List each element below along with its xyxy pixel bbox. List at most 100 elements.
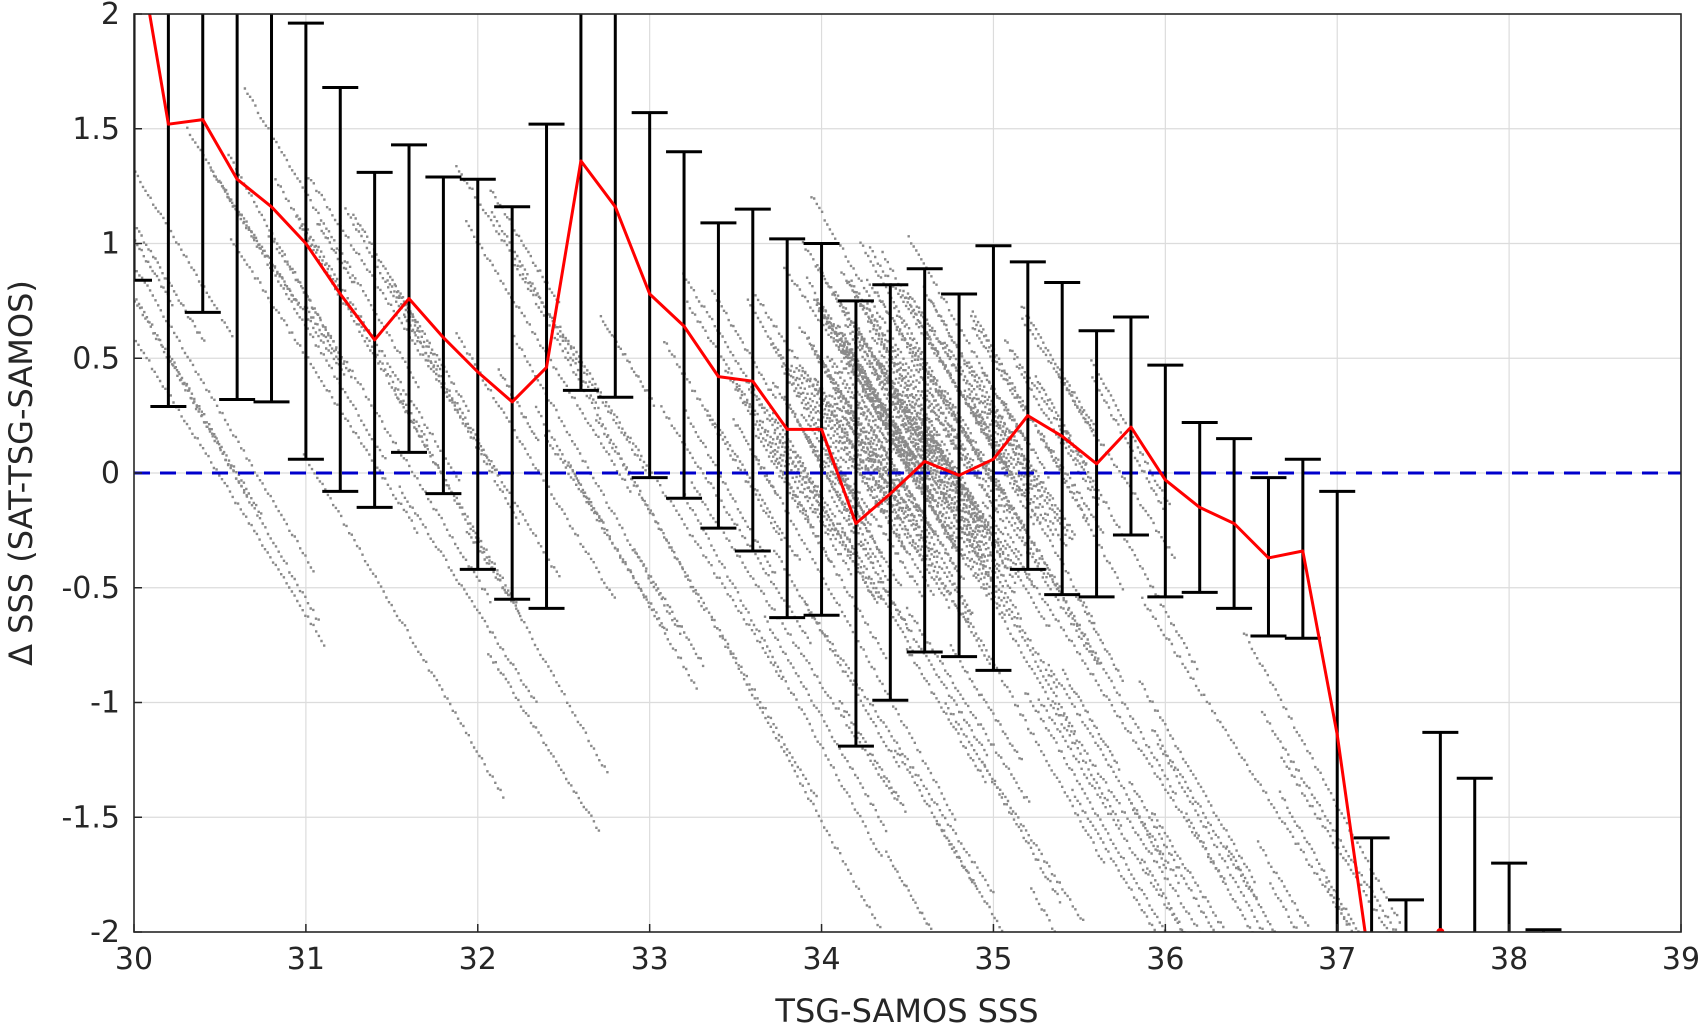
- scatter-streak: [937, 486, 1076, 733]
- x-tick-label: 39: [1662, 942, 1700, 977]
- scatter-streak: [168, 355, 263, 515]
- scatter-streak: [936, 443, 1005, 555]
- scatter-streak: [307, 177, 499, 477]
- y-tick-label: 1: [101, 227, 120, 262]
- scatter-streak: [773, 431, 883, 600]
- scatter-streak: [963, 389, 1055, 536]
- scatter-streak: [1037, 698, 1185, 932]
- scatter-streak: [828, 489, 909, 630]
- scatter-streak: [833, 397, 900, 512]
- scatter-streak: [815, 303, 926, 474]
- error-bar: [1044, 281, 1081, 597]
- scatter-streak: [398, 485, 538, 703]
- scatter-streak: [1141, 596, 1351, 926]
- scatter-streak: [773, 549, 901, 768]
- scatter-streak: [513, 264, 706, 611]
- scatter-streak: [816, 264, 927, 464]
- scatter-streak: [834, 290, 985, 556]
- error-bar: [1422, 730, 1459, 932]
- scatter-streak: [1061, 668, 1121, 771]
- mean-series-point: [1436, 928, 1445, 932]
- y-tick-label: 1.5: [72, 112, 120, 147]
- scatter-streak: [887, 408, 1006, 616]
- scatter-streak: [877, 580, 989, 757]
- scatter-streak: [800, 413, 851, 495]
- error-bar: [597, 14, 634, 399]
- scatter-streak: [935, 822, 1004, 932]
- scatter-streak: [971, 327, 1025, 412]
- scatter-streak: [497, 368, 540, 442]
- scatter-streak: [795, 367, 908, 553]
- x-tick-label: 36: [1146, 942, 1184, 977]
- error-bar: [1525, 928, 1562, 932]
- scatter-streak: [891, 442, 964, 557]
- scatter-streak: [595, 419, 818, 798]
- scatter-streak: [1138, 680, 1256, 884]
- scatter-streak: [811, 347, 939, 558]
- scatter-streak: [901, 419, 1022, 620]
- scatter-streak: [814, 378, 859, 452]
- error-bar: [1491, 861, 1528, 932]
- scatter-streak: [1140, 858, 1186, 932]
- x-tick-label: 33: [631, 942, 669, 977]
- scatter-streak: [981, 760, 1062, 904]
- scatter-streak: [831, 470, 883, 558]
- scatter-streak: [868, 246, 1008, 469]
- y-tick-label: 2: [101, 0, 120, 32]
- scatter-streak: [134, 239, 174, 307]
- scatter-streak: [905, 606, 1031, 803]
- x-tick-label: 38: [1490, 942, 1528, 977]
- scatter-streak: [817, 309, 910, 465]
- scatter-streak: [298, 226, 518, 604]
- scatter-streak: [134, 339, 326, 647]
- scatter-streak: [964, 611, 1106, 864]
- scatter-streak: [838, 325, 942, 514]
- scatter-streak: [922, 285, 1032, 486]
- scatter-streak: [344, 207, 520, 525]
- scatter-streak: [394, 393, 609, 774]
- scatter-streak: [267, 235, 492, 604]
- scatter-streak: [684, 409, 777, 574]
- scatter-streak: [885, 850, 933, 930]
- scatter-streak: [1004, 339, 1088, 465]
- scatter-streak: [1130, 802, 1167, 870]
- scatter-streak: [567, 461, 605, 524]
- error-bar: [219, 14, 256, 402]
- scatter-streak: [1013, 357, 1100, 506]
- scatter-streak: [1225, 845, 1276, 932]
- scatter-streak: [844, 324, 925, 465]
- y-tick-label: 0: [101, 456, 120, 491]
- scatter-streak: [752, 427, 888, 660]
- scatter-streak: [917, 306, 1068, 547]
- error-bar: [287, 21, 324, 461]
- scatter-streak: [968, 393, 1096, 625]
- error-bar: [562, 14, 599, 392]
- scatter-streak: [683, 493, 883, 857]
- scatter-streak: [706, 409, 801, 561]
- scatter-streak: [944, 702, 1085, 921]
- scatter-streak: [1044, 568, 1101, 665]
- scatter-streak: [352, 213, 420, 330]
- scatter-streak: [817, 360, 906, 520]
- scatter-streak: [229, 238, 419, 534]
- scatter-streak: [227, 153, 353, 379]
- scatter-streak: [1090, 359, 1171, 506]
- scatter-streak: [826, 355, 965, 580]
- scatter-streak: [972, 406, 1011, 476]
- scatter-streak: [633, 548, 705, 668]
- error-bar: [1319, 489, 1356, 932]
- scatter-streak: [850, 279, 971, 472]
- scatter-streak: [915, 468, 1123, 827]
- scatter-streak: [908, 437, 1058, 689]
- error-bar: [253, 14, 290, 404]
- scatter-streak: [490, 211, 600, 410]
- scatter-streak: [769, 445, 809, 518]
- x-tick-label: 31: [287, 942, 325, 977]
- scatter-streak: [827, 464, 903, 587]
- y-tick-label: -1.5: [61, 800, 120, 835]
- scatter-streak: [868, 330, 938, 450]
- x-tick-label: 30: [115, 942, 153, 977]
- scatter-streak: [296, 214, 461, 482]
- scatter-streak: [559, 325, 783, 680]
